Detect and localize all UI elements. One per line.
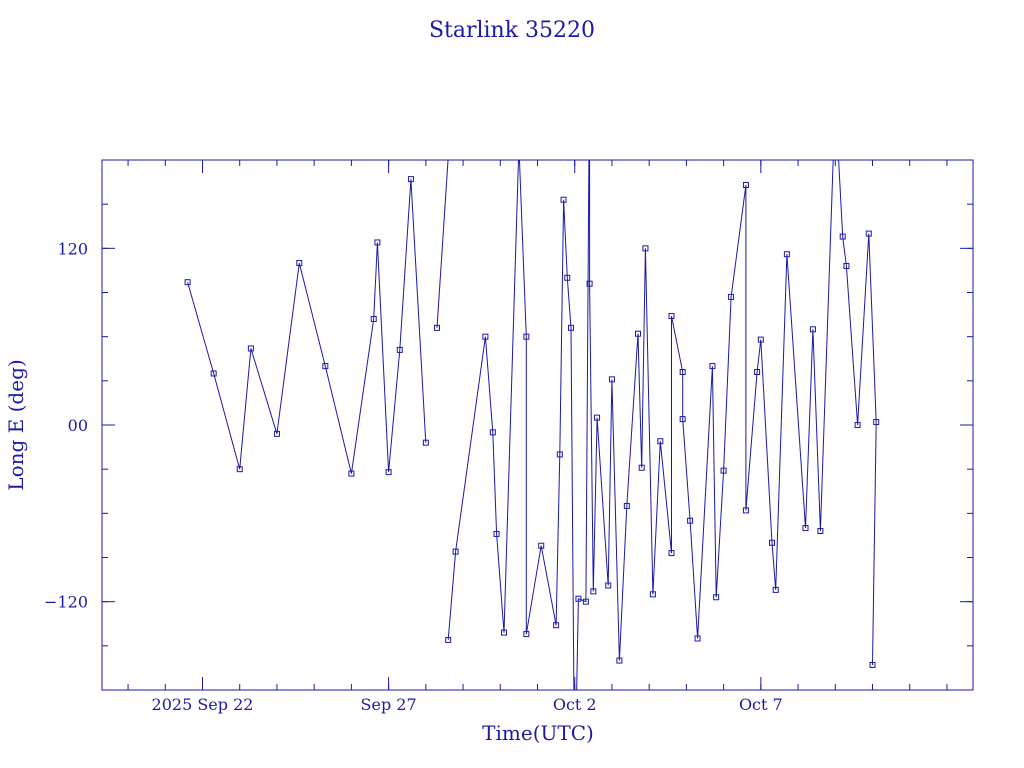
data-point — [668, 550, 675, 557]
y-tick-label: −120 — [44, 593, 88, 612]
data-point — [590, 588, 597, 595]
data-point — [385, 469, 392, 476]
data-point — [452, 548, 459, 555]
data-point — [713, 594, 720, 601]
data-point — [869, 661, 876, 668]
data-point — [679, 369, 686, 375]
data-point — [757, 336, 764, 343]
data-point — [422, 439, 429, 446]
data-point — [608, 376, 615, 383]
data-point — [802, 525, 809, 532]
data-point — [649, 591, 656, 598]
data-point — [769, 539, 775, 546]
data-point — [635, 330, 641, 337]
data-point — [679, 416, 686, 423]
data-point — [720, 467, 727, 474]
data-point — [236, 466, 243, 473]
data-point — [560, 196, 567, 203]
data-point — [370, 316, 377, 322]
tick-labels: 2025 Sep 22 Sep 27 Oct 2 Oct 7 −120 00 120 — [44, 239, 783, 714]
data-point — [783, 251, 790, 258]
y-tick-label: 00 — [68, 416, 88, 435]
data-point — [657, 438, 664, 445]
data-point — [742, 507, 749, 514]
data-point — [809, 326, 816, 333]
data-point — [296, 260, 303, 267]
data-point — [694, 635, 701, 642]
data-point — [605, 582, 612, 589]
x-axis-label: Time(UTC) — [482, 721, 594, 745]
data-point — [668, 313, 675, 320]
data-point — [564, 274, 571, 281]
data-point — [772, 586, 779, 593]
data-point — [553, 622, 560, 629]
data-point — [873, 419, 880, 426]
data-point — [538, 542, 545, 549]
series-line — [447, 160, 877, 690]
series-line — [436, 160, 449, 328]
data-point — [865, 230, 872, 237]
data-point — [445, 636, 452, 643]
data-point — [754, 369, 761, 375]
axis-ticks — [102, 160, 973, 690]
data-point — [728, 293, 735, 300]
data-point — [586, 280, 593, 287]
data-point — [742, 182, 749, 189]
x-tick-label: Oct 2 — [553, 695, 597, 714]
data-point — [493, 530, 500, 537]
data-point — [348, 470, 355, 477]
data-point — [843, 263, 850, 269]
data-point — [839, 233, 846, 240]
data-point — [273, 430, 280, 437]
data-point — [616, 657, 623, 664]
data-point — [594, 414, 601, 421]
data-point — [501, 629, 507, 636]
data-point — [556, 451, 563, 458]
data-point — [489, 429, 496, 436]
series-line — [187, 179, 427, 474]
data-point — [568, 324, 574, 331]
data-point — [210, 370, 217, 377]
data-point — [575, 595, 582, 602]
x-tick-label: Oct 7 — [739, 695, 783, 714]
data-point — [322, 363, 329, 370]
y-axis-label: Long E (deg) — [4, 359, 28, 490]
series-group — [187, 160, 877, 690]
data-point — [523, 333, 530, 340]
data-point — [817, 528, 824, 534]
data-point — [709, 363, 716, 370]
data-point — [638, 464, 645, 471]
data-point — [523, 631, 530, 638]
data-point — [854, 422, 861, 428]
data-point — [623, 502, 630, 509]
data-point — [582, 598, 589, 605]
data-point — [482, 333, 489, 340]
data-point — [396, 346, 403, 353]
marker-group — [184, 176, 880, 668]
chart-title: Starlink 35220 — [429, 18, 595, 43]
data-point — [434, 324, 440, 331]
data-point — [247, 345, 254, 352]
y-tick-label: 120 — [57, 239, 88, 258]
data-point — [374, 239, 381, 246]
x-tick-label: 2025 Sep 22 — [152, 695, 254, 714]
data-point — [642, 245, 649, 252]
x-tick-label: Sep 27 — [361, 695, 417, 714]
data-point — [407, 176, 414, 183]
data-point — [687, 517, 694, 524]
data-point — [184, 279, 191, 286]
